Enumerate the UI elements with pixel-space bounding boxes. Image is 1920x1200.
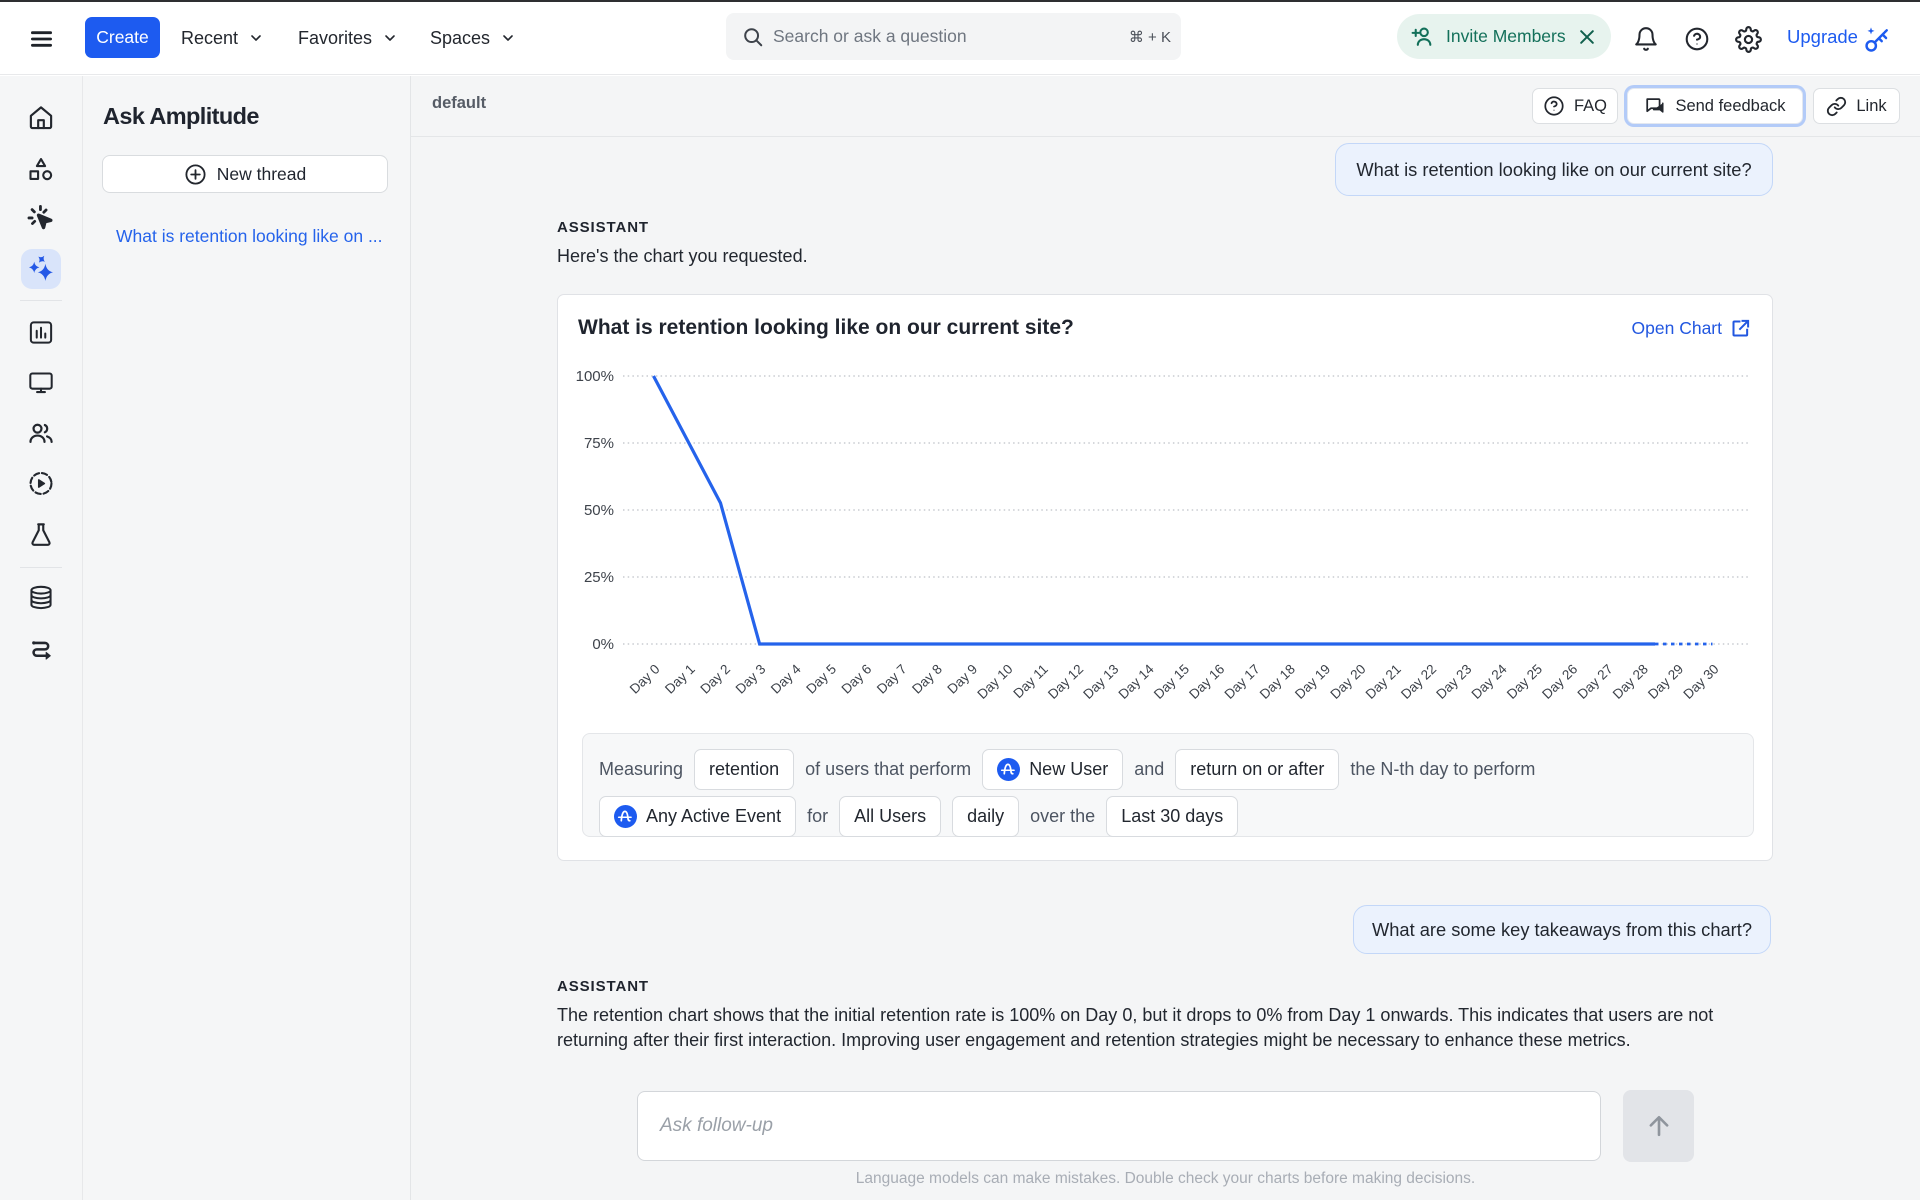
svg-text:Day 14: Day 14 xyxy=(1116,661,1158,702)
svg-text:Day 11: Day 11 xyxy=(1010,661,1050,701)
svg-text:50%: 50% xyxy=(584,502,614,519)
svg-text:Day 6: Day 6 xyxy=(839,661,875,696)
svg-text:Day 8: Day 8 xyxy=(909,661,945,696)
svg-text:Day 22: Day 22 xyxy=(1398,661,1439,702)
svg-text:Day 7: Day 7 xyxy=(874,661,910,696)
svg-text:Day 26: Day 26 xyxy=(1539,661,1580,702)
svg-text:Day 5: Day 5 xyxy=(803,661,839,696)
svg-text:Day 2: Day 2 xyxy=(697,661,733,696)
svg-text:25%: 25% xyxy=(584,569,614,586)
svg-text:75%: 75% xyxy=(584,435,614,452)
svg-text:Day 15: Day 15 xyxy=(1151,661,1192,702)
svg-text:Day 18: Day 18 xyxy=(1257,661,1298,702)
svg-text:Day 24: Day 24 xyxy=(1469,661,1511,702)
svg-text:Day 19: Day 19 xyxy=(1292,661,1333,702)
svg-text:Day 4: Day 4 xyxy=(768,661,804,697)
svg-text:0%: 0% xyxy=(592,636,614,653)
svg-text:Day 0: Day 0 xyxy=(627,661,663,696)
svg-text:Day 25: Day 25 xyxy=(1504,661,1545,702)
svg-text:Day 29: Day 29 xyxy=(1645,661,1686,702)
svg-text:Day 23: Day 23 xyxy=(1433,661,1474,702)
svg-text:Day 12: Day 12 xyxy=(1045,661,1086,702)
svg-text:Day 20: Day 20 xyxy=(1327,661,1368,702)
svg-text:Day 13: Day 13 xyxy=(1080,661,1121,702)
svg-text:Day 10: Day 10 xyxy=(974,661,1015,702)
svg-text:Day 21: Day 21 xyxy=(1363,661,1404,702)
svg-text:Day 1: Day 1 xyxy=(662,661,698,696)
svg-text:Day 27: Day 27 xyxy=(1574,661,1615,702)
svg-text:Day 30: Day 30 xyxy=(1680,661,1721,702)
svg-text:100%: 100% xyxy=(576,368,614,385)
svg-text:Day 17: Day 17 xyxy=(1221,661,1262,702)
svg-text:Day 3: Day 3 xyxy=(733,661,769,696)
svg-text:Day 28: Day 28 xyxy=(1610,661,1651,702)
svg-text:Day 16: Day 16 xyxy=(1186,661,1227,702)
